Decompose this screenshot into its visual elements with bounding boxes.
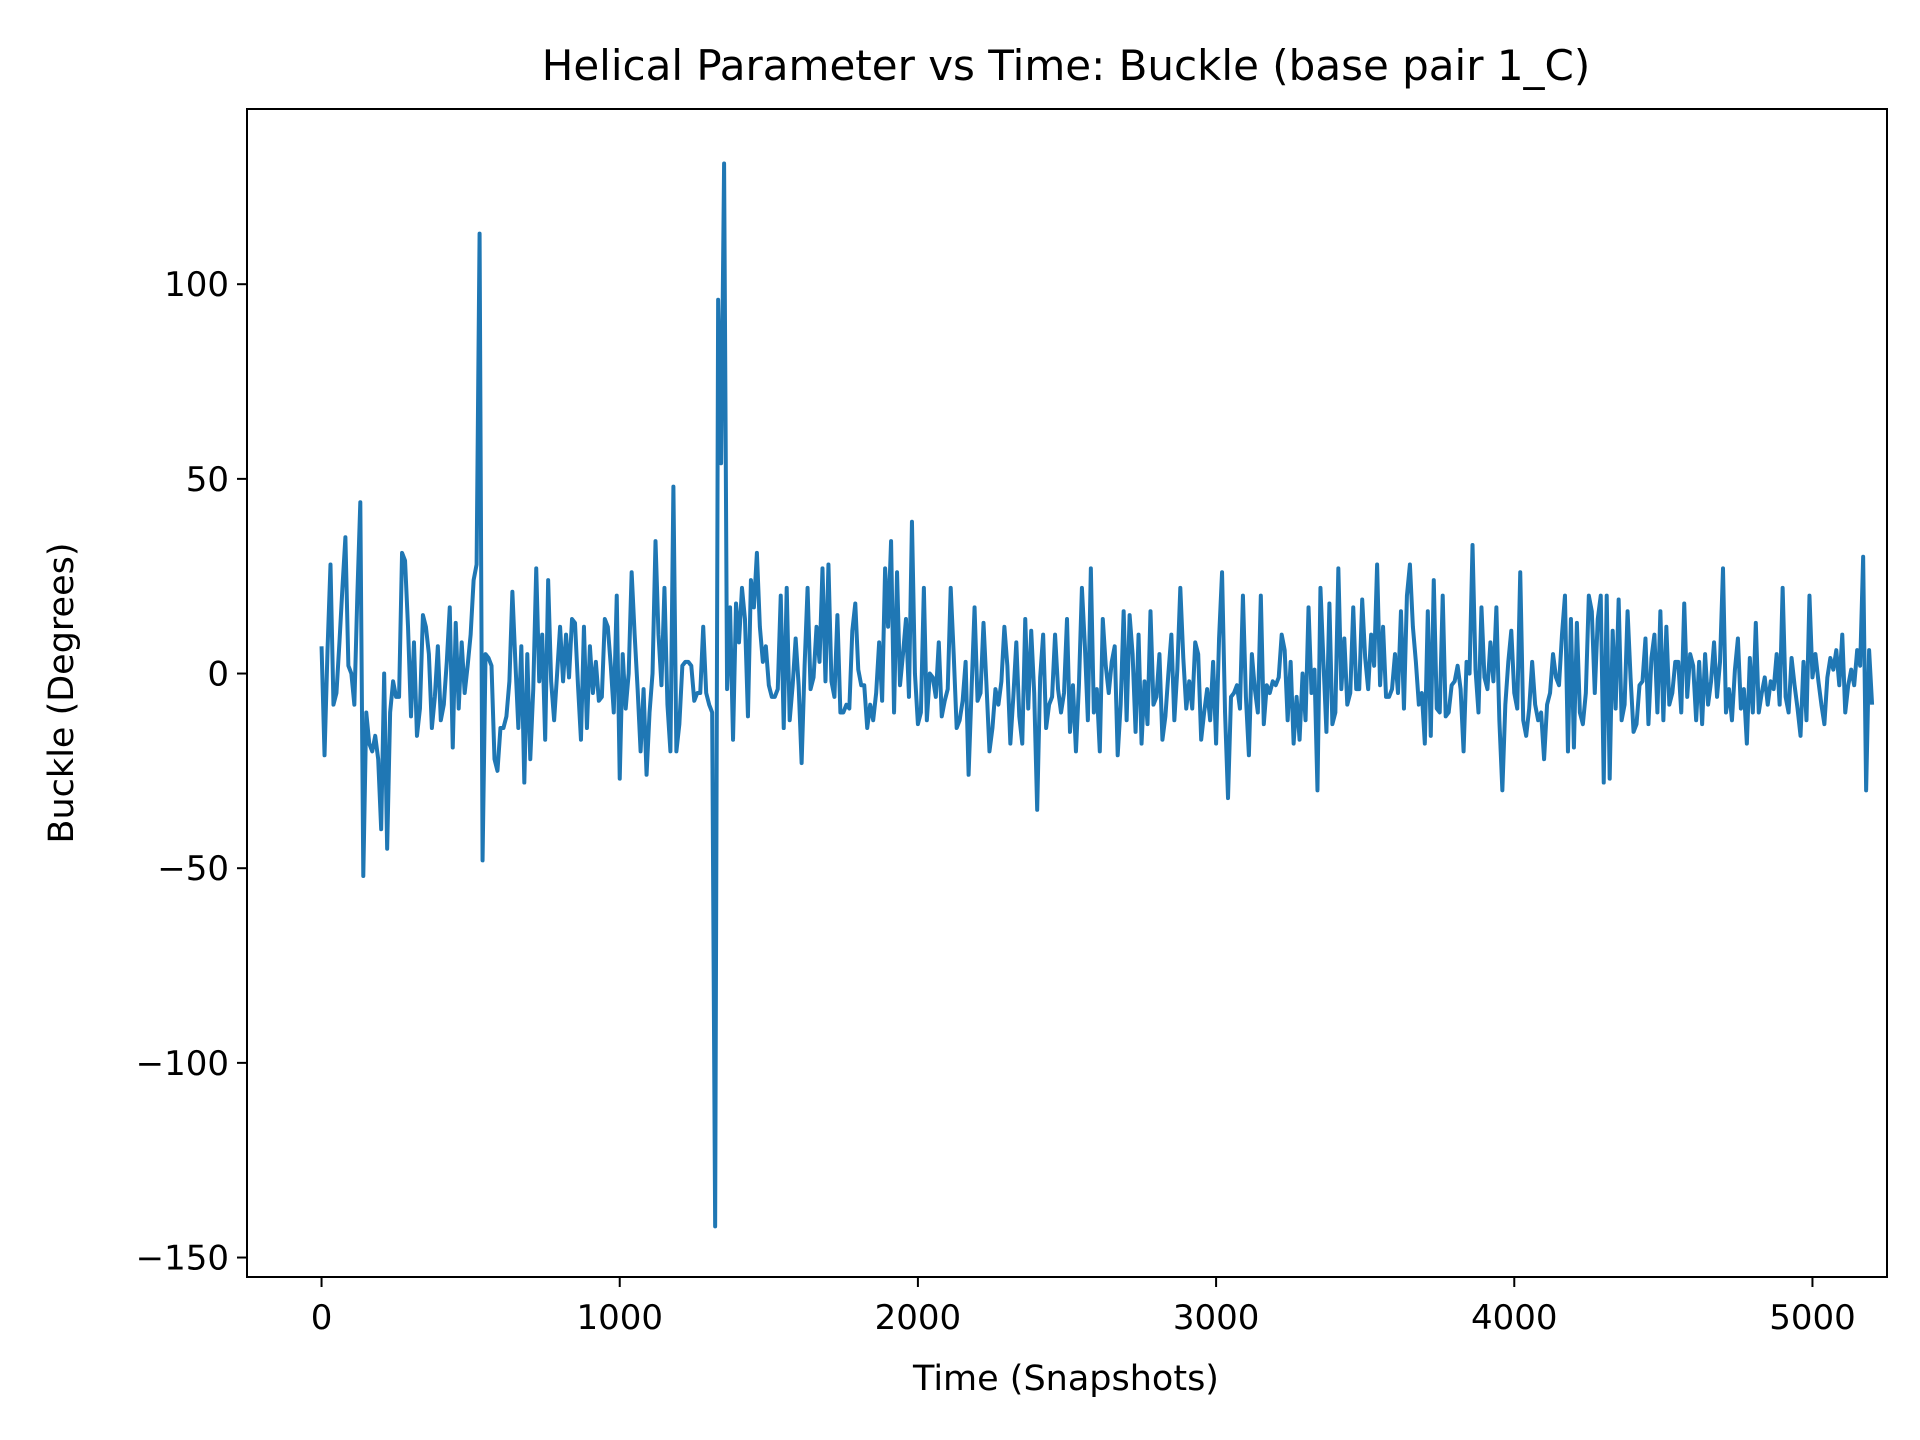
x-tick-label: 3000 bbox=[1173, 1298, 1260, 1338]
y-axis-title: Buckle (Degrees) bbox=[42, 542, 82, 843]
y-tick-label: 0 bbox=[207, 655, 229, 695]
y-tick-label: −100 bbox=[136, 1044, 229, 1084]
x-tick-label: 1000 bbox=[576, 1298, 663, 1338]
x-tick-label: 5000 bbox=[1769, 1298, 1856, 1338]
x-tick-label: 2000 bbox=[875, 1298, 962, 1338]
chart-title: Helical Parameter vs Time: Buckle (base … bbox=[542, 41, 1591, 90]
y-tick-label: 50 bbox=[186, 460, 229, 500]
x-axis: 0 1000 2000 3000 4000 5000 bbox=[311, 1277, 1856, 1338]
series-layer bbox=[319, 161, 1875, 1229]
y-tick-label: −150 bbox=[136, 1239, 229, 1279]
y-axis: −150 −100 −50 0 50 100 bbox=[136, 265, 247, 1279]
x-tick-label: 4000 bbox=[1471, 1298, 1558, 1338]
x-axis-title: Time (Snapshots) bbox=[912, 1359, 1219, 1399]
y-tick-label: −50 bbox=[157, 849, 229, 889]
y-tick-label: 100 bbox=[164, 265, 229, 305]
x-tick-label: 0 bbox=[311, 1298, 333, 1338]
plot-frame bbox=[246, 108, 1888, 1278]
series-line-0 bbox=[319, 161, 1875, 1229]
